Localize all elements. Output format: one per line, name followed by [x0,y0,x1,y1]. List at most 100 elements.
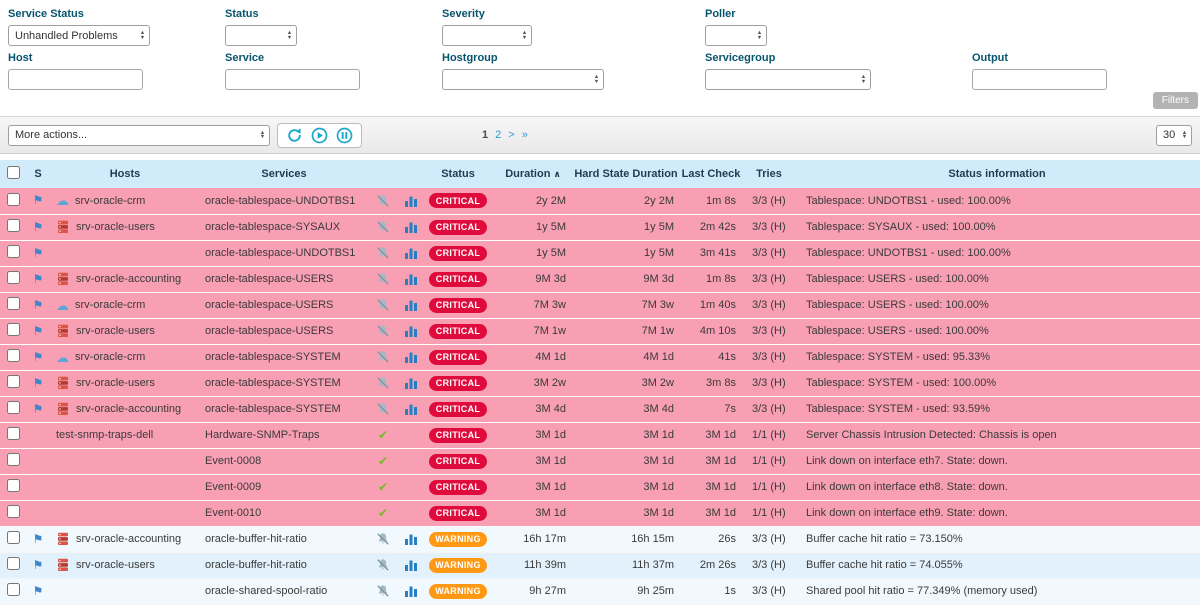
flag-icon[interactable]: ⚑ [32,583,44,598]
page-size-select[interactable]: 30 ▲ ▼ [1156,124,1192,146]
severity-select[interactable]: ▲ ▼ [442,25,532,46]
service-link[interactable]: oracle-tablespace-UNDOTBS1 [205,194,356,207]
row-checkbox[interactable] [6,557,20,570]
flag-icon[interactable]: ⚑ [32,271,44,286]
more-actions-select[interactable]: More actions... ▲ ▼ [8,124,270,146]
servicegroup-select[interactable]: ▲ ▼ [705,69,871,90]
service-status-select[interactable]: Unhandled Problems ▲ ▼ [8,25,150,46]
host-link[interactable]: srv-oracle-accounting [76,533,182,545]
flag-icon[interactable]: ⚑ [32,219,44,234]
row-checkbox[interactable] [6,192,20,206]
service-link[interactable]: oracle-tablespace-SYSTEM [205,403,341,415]
row-checkbox[interactable] [6,271,20,284]
performance-graph-icon[interactable] [404,376,418,390]
flag-icon[interactable]: ⚑ [32,557,44,572]
performance-graph-icon[interactable] [404,246,418,260]
header-services[interactable]: Services [200,160,368,188]
host-link[interactable]: srv-oracle-crm [75,194,146,207]
status-select[interactable]: ▲ ▼ [225,25,297,46]
performance-graph-icon[interactable] [404,402,418,416]
header-hard-state-duration[interactable]: Hard State Duration [574,160,678,188]
cloud-host-icon: ☁ [56,297,69,313]
service-link[interactable]: oracle-tablespace-SYSAUX [205,221,341,233]
row-checkbox[interactable] [6,583,20,596]
service-link[interactable]: oracle-tablespace-USERS [205,325,334,337]
performance-graph-icon[interactable] [404,532,418,546]
performance-graph-icon[interactable] [404,324,418,338]
service-link[interactable]: oracle-tablespace-SYSTEM [205,351,341,363]
hostgroup-select[interactable]: ▲ ▼ [442,69,604,90]
service-link[interactable]: oracle-tablespace-UNDOTBS1 [205,247,356,259]
row-checkbox[interactable] [6,453,20,466]
page-2-link[interactable]: 2 [495,129,502,141]
header-hosts[interactable]: Hosts [50,160,200,188]
host-link[interactable]: srv-oracle-accounting [76,403,182,415]
output-input[interactable] [972,69,1107,90]
performance-graph-icon[interactable] [404,220,418,234]
hostgroup-label: Hostgroup [442,52,498,64]
service-link[interactable]: Hardware-SNMP-Traps [205,429,320,441]
performance-graph-icon[interactable] [404,584,418,598]
page-current[interactable]: 1 [482,129,489,141]
service-link[interactable]: oracle-shared-spool-ratio [205,585,328,597]
row-checkbox[interactable] [6,245,20,258]
service-link[interactable]: Event-0010 [205,507,262,519]
performance-graph-icon[interactable] [404,298,418,312]
performance-graph-icon[interactable] [404,194,418,208]
host-link[interactable]: srv-oracle-crm [75,351,146,363]
service-link[interactable]: Event-0009 [205,481,262,493]
row-checkbox[interactable] [6,323,20,336]
host-link[interactable]: srv-oracle-users [76,559,155,571]
header-tries[interactable]: Tries [744,160,794,188]
service-link[interactable]: oracle-buffer-hit-ratio [205,559,307,571]
header-status[interactable]: Status [424,160,492,188]
service-link[interactable]: oracle-tablespace-SYSTEM [205,377,341,389]
flag-icon[interactable]: ⚑ [32,375,44,390]
flag-icon[interactable]: ⚑ [32,349,44,364]
page-next-link[interactable]: > [508,129,515,141]
row-checkbox[interactable] [6,505,20,518]
database-host-icon [58,220,68,233]
row-checkbox[interactable] [6,401,20,414]
row-checkbox[interactable] [6,349,20,362]
duration-cell: 7M 3w [492,292,574,319]
service-link[interactable]: oracle-tablespace-USERS [205,273,334,285]
flag-icon[interactable]: ⚑ [32,531,44,546]
service-link[interactable]: oracle-buffer-hit-ratio [205,533,307,545]
performance-graph-icon[interactable] [404,558,418,572]
row-checkbox[interactable] [6,531,20,544]
host-link[interactable]: test-snmp-traps-dell [56,429,154,441]
service-link[interactable]: Event-0008 [205,455,262,467]
refresh-button[interactable] [286,127,303,144]
flag-icon[interactable]: ⚑ [32,193,44,208]
poller-select[interactable]: ▲ ▼ [705,25,767,46]
play-button[interactable] [311,127,328,144]
flag-icon[interactable]: ⚑ [32,297,44,312]
host-link[interactable]: srv-oracle-accounting [76,273,182,285]
performance-graph-icon[interactable] [404,350,418,364]
service-input[interactable] [225,69,360,90]
host-link[interactable]: srv-oracle-crm [75,299,146,311]
pause-button[interactable] [336,127,353,144]
flag-icon[interactable]: ⚑ [32,245,44,260]
header-last-check[interactable]: Last Check [678,160,744,188]
row-checkbox[interactable] [6,375,20,388]
flag-icon[interactable]: ⚑ [32,323,44,338]
row-checkbox[interactable] [6,219,20,232]
host-link[interactable]: srv-oracle-users [76,221,155,233]
header-s[interactable]: S [26,160,50,188]
performance-graph-icon[interactable] [404,272,418,286]
row-checkbox[interactable] [6,427,20,440]
host-input[interactable] [8,69,143,90]
row-checkbox[interactable] [6,297,20,310]
service-link[interactable]: oracle-tablespace-USERS [205,299,334,311]
last-check-cell: 1m 8s [678,188,744,215]
row-checkbox[interactable] [6,479,20,492]
flag-icon[interactable]: ⚑ [32,401,44,416]
host-link[interactable]: srv-oracle-users [76,325,155,337]
header-duration[interactable]: Duration ∧ [492,160,574,188]
host-link[interactable]: srv-oracle-users [76,377,155,389]
page-last-link[interactable]: » [521,129,528,141]
filters-button[interactable]: Filters [1152,92,1198,109]
select-all-checkbox[interactable] [6,166,20,179]
